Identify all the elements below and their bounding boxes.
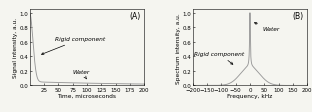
X-axis label: Frequency, kHz: Frequency, kHz <box>227 93 273 98</box>
Text: Rigid component: Rigid component <box>41 37 105 55</box>
X-axis label: Time, microseconds: Time, microseconds <box>57 93 116 98</box>
Text: (B): (B) <box>292 12 304 20</box>
Text: Rigid component: Rigid component <box>194 52 244 65</box>
Text: Water: Water <box>73 69 90 79</box>
Y-axis label: Signal intensity, a.u.: Signal intensity, a.u. <box>13 18 18 78</box>
Text: Water: Water <box>255 23 280 32</box>
Text: (A): (A) <box>129 12 141 20</box>
Y-axis label: Spectrum intensity, a.u.: Spectrum intensity, a.u. <box>176 13 181 83</box>
